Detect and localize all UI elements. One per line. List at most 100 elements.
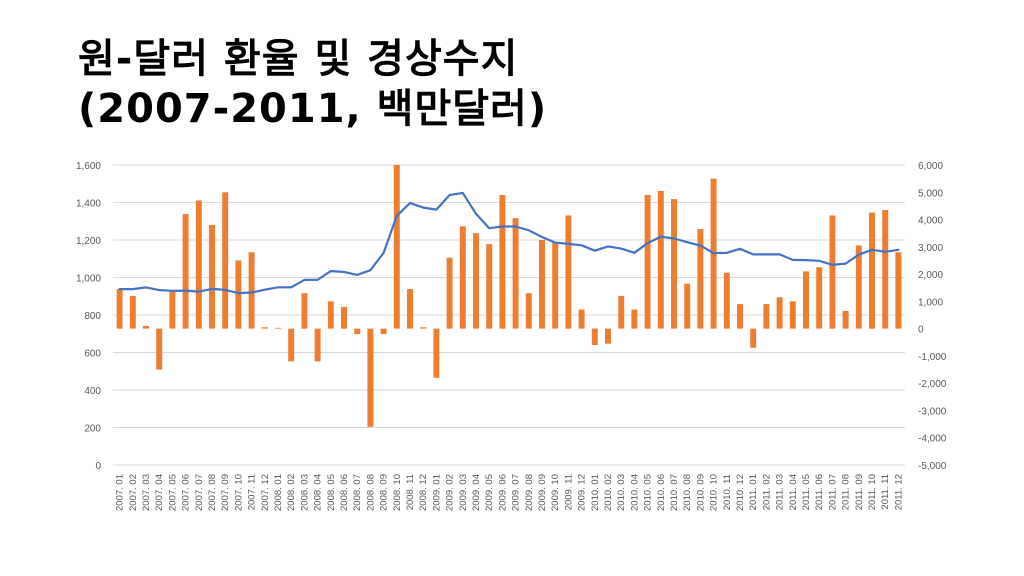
current-account-bar bbox=[129, 295, 136, 329]
x-tick-label: 2008. 12 bbox=[418, 474, 429, 511]
x-tick-label: 2007. 01 bbox=[115, 474, 126, 511]
x-tick-label: 2008. 06 bbox=[339, 474, 350, 511]
current-account-bar bbox=[644, 195, 651, 329]
x-tick-label: 2009. 11 bbox=[563, 474, 574, 510]
x-tick-label: 2008. 02 bbox=[286, 474, 297, 511]
x-tick-label: 2011. 07 bbox=[827, 474, 838, 510]
x-tick-label: 2010. 10 bbox=[709, 474, 720, 511]
right-tick-label: -4,000 bbox=[918, 434, 947, 445]
x-tick-label: 2009. 03 bbox=[458, 474, 469, 511]
current-account-bar bbox=[737, 304, 743, 329]
left-axis-ticks: 0 200 400 600 800 1,000 1,200 1,400 1,600 bbox=[76, 161, 101, 472]
x-tick-label: 2009. 06 bbox=[497, 474, 508, 511]
current-account-bar bbox=[459, 226, 466, 329]
x-tick-label: 2007. 05 bbox=[167, 474, 178, 511]
left-tick-label: 1,400 bbox=[76, 199, 101, 210]
x-tick-label: 2010. 01 bbox=[590, 474, 601, 511]
x-tick-label: 2008. 07 bbox=[352, 474, 363, 511]
x-tick-label: 2011. 06 bbox=[814, 474, 825, 510]
right-tick-label: 6,000 bbox=[918, 161, 943, 172]
x-tick-label: 2009. 09 bbox=[537, 474, 548, 511]
current-account-bar bbox=[723, 272, 730, 329]
x-tick-label: 2011. 08 bbox=[841, 474, 852, 510]
x-tick-label: 2010. 12 bbox=[735, 474, 746, 511]
current-account-bar bbox=[776, 297, 783, 329]
current-account-bar bbox=[116, 289, 123, 329]
x-tick-label: 2011. 04 bbox=[788, 474, 799, 510]
current-account-bar bbox=[750, 328, 757, 348]
current-account-bar bbox=[816, 267, 823, 329]
x-tick-label: 2011. 10 bbox=[867, 474, 878, 510]
current-account-bar bbox=[605, 328, 611, 344]
x-tick-label: 2011. 11 bbox=[880, 474, 891, 510]
current-account-bar bbox=[618, 295, 625, 329]
current-account-bar bbox=[261, 327, 268, 329]
x-tick-label: 2010. 04 bbox=[629, 474, 640, 511]
left-tick-label: 0 bbox=[95, 461, 101, 472]
exchange-rate-line bbox=[118, 191, 900, 295]
x-tick-label: 2007. 12 bbox=[260, 474, 271, 511]
current-account-bar bbox=[143, 325, 149, 329]
current-account-bar bbox=[565, 215, 572, 329]
current-account-bar bbox=[380, 328, 387, 335]
x-tick-label: 2007. 07 bbox=[194, 474, 205, 511]
current-account-bar bbox=[525, 293, 532, 329]
current-account-bar bbox=[169, 290, 176, 329]
x-tick-label: 2008. 04 bbox=[313, 474, 324, 511]
x-tick-label: 2010. 11 bbox=[722, 474, 733, 510]
current-account-bars bbox=[116, 165, 902, 427]
left-tick-label: 200 bbox=[84, 424, 101, 435]
x-tick-label: 2007. 04 bbox=[154, 474, 165, 511]
current-account-bar bbox=[182, 214, 189, 329]
right-tick-label: -3,000 bbox=[918, 406, 947, 417]
right-tick-label: -2,000 bbox=[918, 379, 947, 390]
current-account-bar bbox=[539, 240, 545, 329]
x-tick-label: 2007. 06 bbox=[181, 474, 192, 511]
x-tick-label: 2008. 05 bbox=[326, 474, 337, 511]
x-tick-label: 2010. 07 bbox=[669, 474, 680, 511]
x-tick-label: 2007. 11 bbox=[247, 474, 258, 510]
current-account-bar bbox=[684, 283, 691, 329]
current-account-bar bbox=[697, 229, 704, 329]
x-tick-label: 2007. 03 bbox=[141, 474, 152, 511]
x-tick-label: 2008. 03 bbox=[299, 474, 310, 511]
chart-title-line-2: (2007-2011, 백만달러) bbox=[78, 86, 548, 132]
current-account-bar bbox=[446, 257, 453, 329]
current-account-bar bbox=[156, 328, 163, 370]
x-tick-label: 2008. 10 bbox=[392, 474, 403, 511]
current-account-bar bbox=[433, 328, 440, 378]
current-account-bar bbox=[763, 304, 770, 329]
current-account-bar bbox=[631, 309, 638, 329]
x-tick-label: 2009. 07 bbox=[511, 474, 522, 511]
current-account-bar bbox=[499, 195, 506, 329]
current-account-bar bbox=[512, 218, 519, 329]
x-tick-label: 2009. 05 bbox=[484, 474, 495, 511]
x-tick-label: 2011. 01 bbox=[748, 474, 759, 510]
x-tick-label: 2009. 10 bbox=[550, 474, 561, 511]
chart-title: 원-달러 환율 및 경상수지 (2007-2011, 백만달러) bbox=[78, 34, 547, 134]
current-account-bar bbox=[552, 242, 559, 329]
current-account-bar bbox=[803, 271, 809, 329]
x-tick-label: 2009. 12 bbox=[577, 474, 588, 511]
current-account-bar bbox=[855, 245, 862, 329]
exchange-rate-line-group bbox=[118, 191, 900, 295]
right-axis-ticks: -5,000 -4,000 -3,000 -2,000 -1,000 0 1,000 2,00… bbox=[918, 161, 947, 472]
current-account-bar bbox=[288, 328, 295, 362]
current-account-bar bbox=[354, 328, 361, 335]
left-tick-label: 1,000 bbox=[76, 274, 101, 285]
current-account-bar bbox=[671, 199, 677, 329]
x-tick-label: 2008. 09 bbox=[379, 474, 390, 511]
x-tick-label: 2007. 02 bbox=[128, 474, 139, 511]
right-tick-label: -1,000 bbox=[918, 352, 947, 363]
current-account-bar bbox=[842, 310, 849, 329]
x-tick-label: 2009. 08 bbox=[524, 474, 535, 511]
current-account-bar bbox=[222, 192, 229, 329]
right-tick-label: 2,000 bbox=[918, 270, 943, 281]
x-tick-label: 2009. 02 bbox=[445, 474, 456, 511]
left-tick-label: 400 bbox=[84, 386, 101, 397]
x-tick-label: 2011. 12 bbox=[893, 474, 904, 510]
x-tick-label: 2008. 01 bbox=[273, 474, 284, 511]
x-tick-label: 2010. 02 bbox=[603, 474, 614, 511]
x-tick-label: 2011. 03 bbox=[775, 474, 786, 510]
x-tick-label: 2007. 10 bbox=[233, 474, 244, 511]
